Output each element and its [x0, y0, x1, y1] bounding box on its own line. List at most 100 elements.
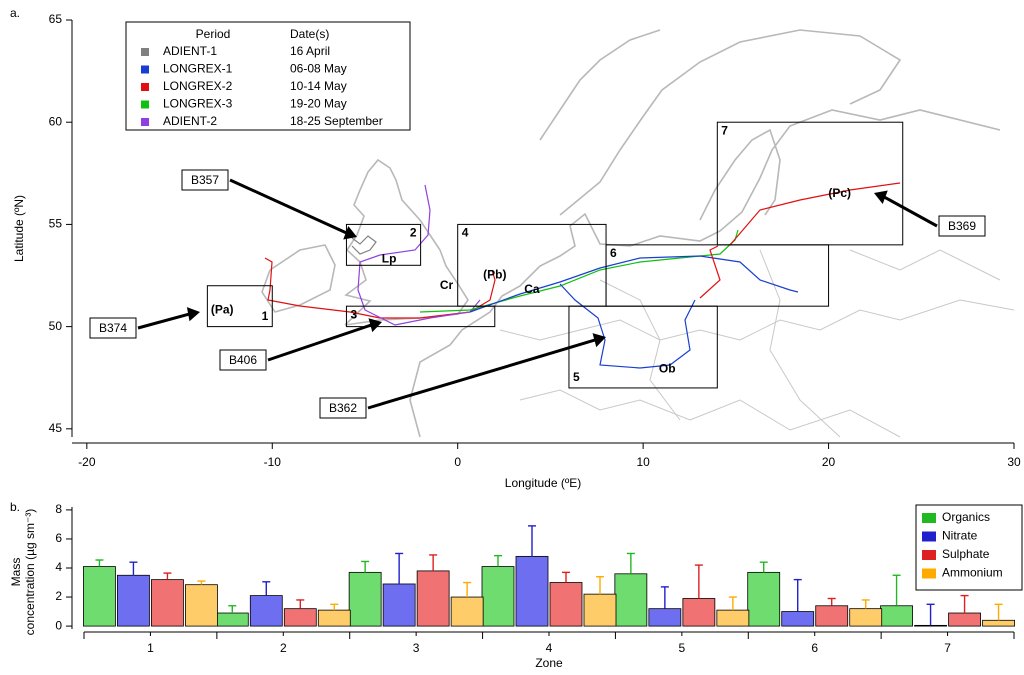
y-tick-label: 0: [55, 618, 62, 632]
y-tick-label: 2: [55, 589, 62, 603]
y-axis-label: concentration (µg sm⁻³): [23, 509, 37, 636]
callout-arrowhead: [592, 333, 606, 348]
error-bar: [827, 597, 836, 606]
border: [599, 279, 681, 421]
callout-arrowhead: [874, 190, 888, 204]
error-bar: [660, 586, 669, 609]
zone-label: 6: [610, 246, 617, 260]
y-tick-label: 55: [49, 217, 63, 231]
x-axis-label: Longitude (ºE): [505, 476, 581, 490]
error-bar: [395, 552, 404, 584]
bar: [83, 566, 116, 627]
border: [849, 249, 1001, 281]
y-tick-label: 4: [55, 560, 62, 574]
error-bar: [694, 564, 703, 599]
zone-label: 7: [721, 123, 728, 137]
bar: [151, 579, 184, 627]
legend-period: LONGREX-3: [163, 97, 233, 111]
x-tick-label: 3: [413, 641, 420, 655]
bar: [880, 605, 913, 627]
coastline: [344, 158, 469, 326]
site-label: Lp: [382, 251, 397, 265]
error-bar: [994, 603, 1003, 621]
x-tick-label: -10: [264, 455, 282, 469]
legend-period: LONGREX-1: [163, 62, 233, 76]
legend-box: [125, 21, 411, 131]
flight-track: [559, 283, 696, 369]
error-bar: [361, 560, 370, 573]
callout-label: B406: [229, 353, 257, 367]
callout-label: B369: [948, 219, 976, 233]
error-bar: [163, 572, 172, 580]
zone-label: 5: [573, 370, 580, 384]
callout-label: B357: [191, 173, 219, 187]
border: [759, 249, 841, 438]
bar: [515, 555, 549, 627]
legend-swatch: [922, 513, 936, 523]
coastline: [539, 29, 661, 141]
x-tick-label: 1: [147, 641, 154, 655]
callout-arrowhead: [368, 318, 382, 333]
legend-date: 18-25 September: [290, 114, 383, 128]
x-tick-label: 4: [546, 641, 553, 655]
bar: [283, 608, 317, 627]
error-bar: [728, 596, 737, 611]
callout-box: [319, 397, 367, 419]
legend-label: Sulphate: [942, 547, 990, 561]
error-bar: [892, 574, 901, 606]
bar: [382, 583, 416, 627]
zone-box: [345, 305, 496, 328]
y-axis-label: Mass: [9, 558, 23, 587]
border: [499, 299, 1015, 341]
panel-label: a.: [10, 6, 20, 20]
error-bar: [262, 581, 271, 596]
bar: [948, 612, 981, 627]
callout-arrow: [367, 338, 597, 410]
error-bar: [528, 525, 536, 557]
coastline: [559, 29, 902, 216]
x-tick-label: 10: [636, 455, 650, 469]
y-tick-label: 45: [49, 421, 63, 435]
zone-label: 4: [462, 226, 469, 240]
x-tick-label: 0: [454, 455, 461, 469]
error-bar: [861, 599, 870, 609]
error-bar: [129, 561, 138, 576]
legend: Organics Nitrate Sulphate Ammonium: [915, 504, 1023, 591]
bar: [583, 593, 617, 627]
zone-box: [345, 223, 422, 266]
legend-label: Organics: [942, 510, 990, 524]
zone-box: [206, 285, 273, 328]
bar: [348, 571, 382, 627]
site-label: (Pc): [828, 186, 851, 200]
bar: [614, 573, 648, 627]
error-bar: [626, 552, 635, 574]
zone-box: [716, 121, 904, 246]
bar: [215, 612, 249, 627]
coastline: [261, 244, 336, 313]
callout-arrowhead: [186, 307, 200, 322]
error-bar: [562, 571, 570, 583]
x-tick-label: 5: [679, 641, 686, 655]
legend-label: Ammonium: [942, 566, 1003, 580]
legend-swatch: [922, 568, 936, 579]
bar: [549, 582, 583, 627]
legend-swatch: [141, 118, 149, 126]
y-axis-label: Latitude (ºN): [12, 195, 26, 262]
zone-label: 3: [350, 307, 357, 321]
bar: [747, 571, 781, 627]
legend: Period Date(s) ADIENT-1 16 April LONGREX-1 06…: [125, 21, 411, 131]
callout-arrow: [229, 178, 349, 235]
error-bar: [330, 603, 339, 611]
legend-date: 06-08 May: [290, 62, 347, 76]
error-bar: [960, 594, 969, 614]
zone-label: 2: [410, 226, 417, 240]
legend-date: 16 April: [290, 44, 330, 58]
x-tick-label: -20: [78, 455, 96, 469]
zone-label: 1: [262, 309, 269, 323]
site-label: Cr: [440, 278, 454, 292]
legend-period: LONGREX-2: [163, 79, 233, 93]
bar: [682, 598, 716, 627]
coastline: [699, 128, 781, 221]
y-tick-label: 60: [49, 114, 63, 128]
error-bar: [429, 554, 438, 571]
